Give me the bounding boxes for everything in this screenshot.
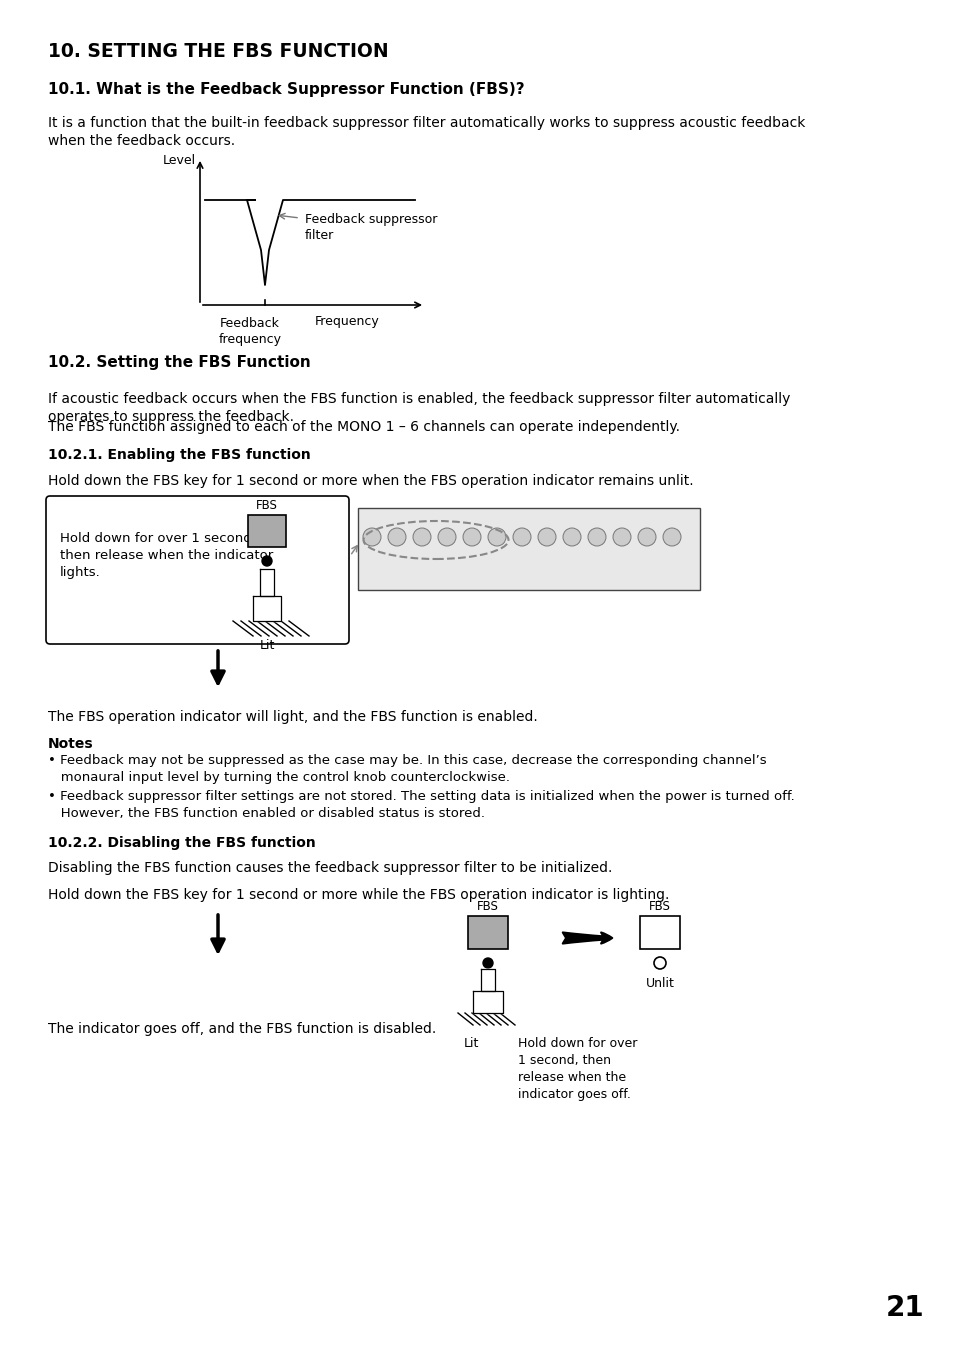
Circle shape <box>613 528 630 545</box>
Bar <box>248 514 286 547</box>
Bar <box>639 917 679 949</box>
Polygon shape <box>260 568 274 595</box>
Text: It is a function that the built-in feedback suppressor filter automatically work: It is a function that the built-in feedb… <box>48 116 804 148</box>
Text: Feedback suppressor
filter: Feedback suppressor filter <box>305 213 436 242</box>
Circle shape <box>638 528 656 545</box>
Text: Hold down for over
1 second, then
release when the
indicator goes off.: Hold down for over 1 second, then releas… <box>517 1037 637 1102</box>
Polygon shape <box>480 969 495 991</box>
Circle shape <box>488 528 505 545</box>
FancyBboxPatch shape <box>46 495 349 644</box>
Text: The FBS function assigned to each of the MONO 1 – 6 channels can operate indepen: The FBS function assigned to each of the… <box>48 420 679 433</box>
Text: • Feedback suppressor filter settings are not stored. The setting data is initia: • Feedback suppressor filter settings ar… <box>48 790 794 819</box>
Text: 10.1. What is the Feedback Suppressor Function (FBS)?: 10.1. What is the Feedback Suppressor Fu… <box>48 82 524 97</box>
Circle shape <box>537 528 556 545</box>
Circle shape <box>562 528 580 545</box>
Text: The FBS operation indicator will light, and the FBS function is enabled.: The FBS operation indicator will light, … <box>48 710 537 724</box>
Bar <box>357 508 700 590</box>
Circle shape <box>437 528 456 545</box>
Text: If acoustic feedback occurs when the FBS function is enabled, the feedback suppr: If acoustic feedback occurs when the FBS… <box>48 392 789 424</box>
Circle shape <box>262 556 272 566</box>
Text: Frequency: Frequency <box>314 315 379 328</box>
Text: 10. SETTING THE FBS FUNCTION: 10. SETTING THE FBS FUNCTION <box>48 42 388 61</box>
Text: 10.2.1. Enabling the FBS function: 10.2.1. Enabling the FBS function <box>48 448 311 462</box>
Text: • Feedback may not be suppressed as the case may be. In this case, decrease the : • Feedback may not be suppressed as the … <box>48 755 766 784</box>
Text: 21: 21 <box>884 1295 923 1322</box>
Circle shape <box>388 528 406 545</box>
Text: Notes: Notes <box>48 737 93 751</box>
Text: Lit: Lit <box>463 1037 478 1050</box>
Text: Level: Level <box>163 154 195 167</box>
Circle shape <box>654 957 665 969</box>
Polygon shape <box>473 991 502 1012</box>
Text: FBS: FBS <box>648 900 670 913</box>
Circle shape <box>662 528 680 545</box>
Polygon shape <box>253 595 281 621</box>
Text: Hold down for over 1 second,
then release when the indicator
lights.: Hold down for over 1 second, then releas… <box>60 532 273 579</box>
Text: Hold down the FBS key for 1 second or more when the FBS operation indicator rema: Hold down the FBS key for 1 second or mo… <box>48 474 693 487</box>
Circle shape <box>587 528 605 545</box>
Text: The indicator goes off, and the FBS function is disabled.: The indicator goes off, and the FBS func… <box>48 1022 436 1035</box>
Circle shape <box>363 528 380 545</box>
Text: Lit: Lit <box>259 639 274 652</box>
Circle shape <box>462 528 480 545</box>
Text: Hold down the FBS key for 1 second or more while the FBS operation indicator is : Hold down the FBS key for 1 second or mo… <box>48 888 669 902</box>
Circle shape <box>513 528 531 545</box>
Text: FBS: FBS <box>476 900 498 913</box>
Circle shape <box>413 528 431 545</box>
Text: Disabling the FBS function causes the feedback suppressor filter to be initializ: Disabling the FBS function causes the fe… <box>48 861 612 875</box>
Text: 10.2.2. Disabling the FBS function: 10.2.2. Disabling the FBS function <box>48 836 315 850</box>
Text: 10.2. Setting the FBS Function: 10.2. Setting the FBS Function <box>48 355 311 370</box>
Text: FBS: FBS <box>255 500 277 512</box>
Bar <box>468 917 507 949</box>
Circle shape <box>482 958 493 968</box>
Text: Feedback
frequency: Feedback frequency <box>218 317 281 346</box>
Text: Unlit: Unlit <box>645 977 674 990</box>
